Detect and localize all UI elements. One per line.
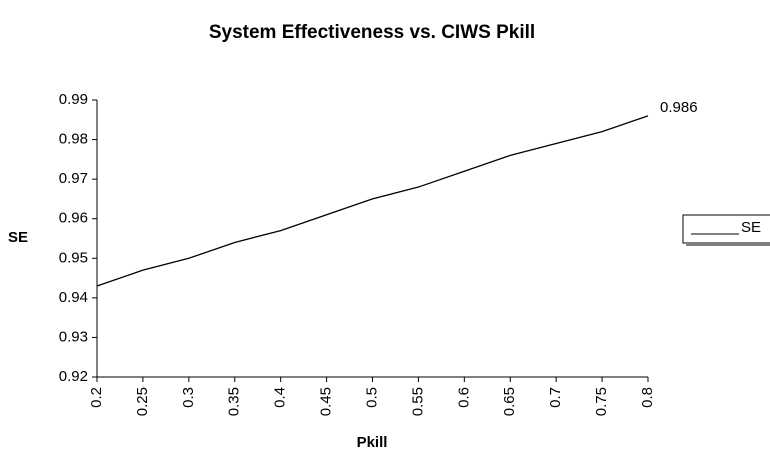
chart-title: System Effectiveness vs. CIWS Pkill xyxy=(209,22,535,43)
x-tick-label: 0.7 xyxy=(547,387,564,408)
x-tick-label: 0.45 xyxy=(318,387,335,416)
x-tick-label: 0.65 xyxy=(501,387,518,416)
y-tick-label: 0.97 xyxy=(59,170,88,187)
x-tick-label: 0.75 xyxy=(593,387,610,416)
x-axis-title: Pkill xyxy=(357,434,388,451)
y-tick-label: 0.92 xyxy=(59,368,88,385)
series-line xyxy=(96,115,649,287)
x-tick-label: 0.25 xyxy=(134,387,151,416)
y-tick-label: 0.95 xyxy=(59,249,88,266)
y-axis-title: SE xyxy=(8,229,28,246)
x-tick-label: 0.5 xyxy=(363,387,380,408)
x-tick-label: 0.6 xyxy=(455,387,472,408)
legend-box xyxy=(682,214,770,244)
legend-label: SE xyxy=(741,219,761,236)
y-tick-label: 0.94 xyxy=(59,289,88,306)
y-tick-label: 0.99 xyxy=(59,91,88,108)
y-tick-label: 0.96 xyxy=(59,210,88,227)
x-tick-label: 0.55 xyxy=(409,387,426,416)
y-tick-label: 0.98 xyxy=(59,131,88,148)
x-tick-label: 0.2 xyxy=(88,387,105,408)
x-tick-label: 0.8 xyxy=(639,387,656,408)
x-tick-label: 0.4 xyxy=(272,387,289,408)
x-tick-label: 0.35 xyxy=(226,387,243,416)
y-tick-label: 0.93 xyxy=(59,328,88,345)
data-label: 0.986 xyxy=(660,99,698,116)
x-tick-label: 0.3 xyxy=(180,387,197,408)
